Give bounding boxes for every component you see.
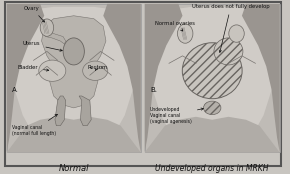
Text: Rectum: Rectum <box>87 65 107 70</box>
Ellipse shape <box>39 60 66 81</box>
FancyBboxPatch shape <box>7 4 141 152</box>
Polygon shape <box>55 96 66 126</box>
Text: Uterus does not fully develop: Uterus does not fully develop <box>192 4 270 52</box>
Text: Normal: Normal <box>59 164 89 173</box>
Polygon shape <box>147 7 277 149</box>
Text: A.: A. <box>12 87 19 93</box>
FancyBboxPatch shape <box>145 4 280 152</box>
Text: Undeveloped organs in MRKH: Undeveloped organs in MRKH <box>155 164 269 173</box>
Polygon shape <box>9 7 138 149</box>
Text: Vaginal canal
(normal full length): Vaginal canal (normal full length) <box>12 114 57 136</box>
Polygon shape <box>145 117 280 152</box>
Polygon shape <box>242 4 280 152</box>
Text: Uterus: Uterus <box>23 41 62 51</box>
Polygon shape <box>79 96 91 126</box>
Text: Normal ovaries: Normal ovaries <box>155 21 195 31</box>
Polygon shape <box>7 4 44 152</box>
Ellipse shape <box>83 61 108 80</box>
Polygon shape <box>7 117 141 152</box>
Text: Bladder: Bladder <box>17 65 49 71</box>
Text: Undeveloped
Vaginal canal
(vaginal agenesis): Undeveloped Vaginal canal (vaginal agene… <box>150 107 203 124</box>
Polygon shape <box>103 4 141 152</box>
Ellipse shape <box>40 19 54 36</box>
Text: Ovary: Ovary <box>24 6 45 22</box>
Text: B.: B. <box>150 87 157 93</box>
Polygon shape <box>145 4 182 152</box>
Ellipse shape <box>214 38 243 65</box>
Polygon shape <box>41 16 106 108</box>
FancyBboxPatch shape <box>5 2 281 166</box>
Ellipse shape <box>63 38 84 65</box>
Ellipse shape <box>229 25 244 42</box>
Ellipse shape <box>182 43 242 99</box>
Polygon shape <box>46 31 66 44</box>
Ellipse shape <box>204 101 221 115</box>
Ellipse shape <box>177 24 193 43</box>
